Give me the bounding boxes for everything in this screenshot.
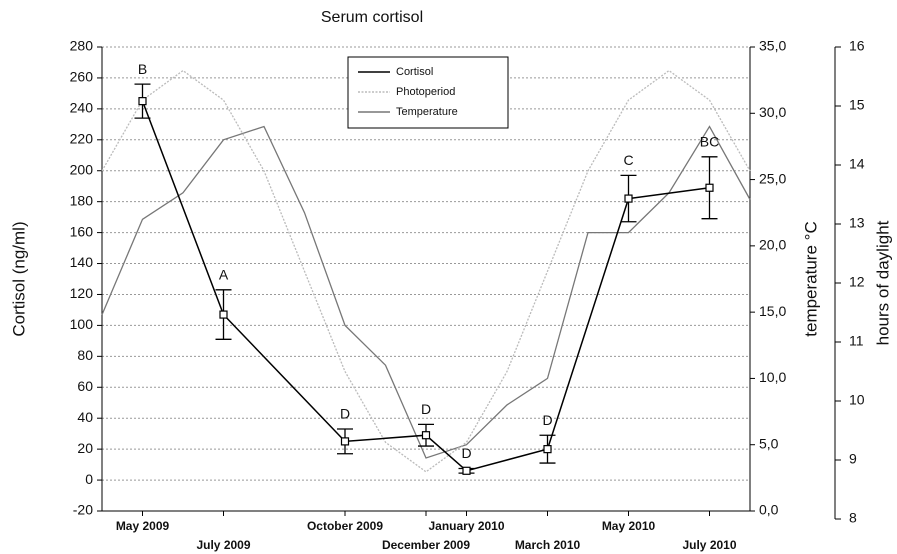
y-tick-label: 160 [70, 223, 94, 239]
y3-tick-label: 11 [849, 333, 864, 349]
y-tick-label: 180 [70, 192, 94, 208]
legend-label: Temperature [396, 106, 458, 118]
group-letter: A [219, 267, 229, 283]
y-tick-label: 80 [77, 347, 93, 363]
y-tick-label: 220 [70, 131, 94, 147]
group-letter: D [421, 401, 431, 417]
legend-label: Photoperiod [396, 86, 455, 98]
y-tick-label: 280 [70, 38, 94, 54]
y3-tick-label: 15 [849, 97, 865, 113]
y-tick-label: 140 [70, 254, 94, 270]
y-tick-label: 120 [70, 285, 94, 301]
y-tick-label: 60 [77, 378, 93, 394]
data-point [138, 97, 147, 106]
x-tick-label: July 2009 [196, 538, 250, 552]
legend-box [347, 56, 509, 129]
y2-axis-title: temperature °C [801, 221, 820, 336]
y-tick-label: 100 [70, 316, 94, 332]
y3-tick-label: 10 [849, 392, 865, 408]
y2-tick-label: 15,0 [759, 303, 786, 319]
legend-label: Cortisol [396, 66, 433, 78]
x-tick-label: May 2009 [116, 519, 170, 533]
series-line [141, 100, 710, 472]
group-letter: B [138, 61, 147, 77]
data-point [705, 183, 714, 192]
y2-tick-label: 30,0 [759, 104, 786, 120]
x-tick-label: October 2009 [307, 519, 383, 533]
y3-tick-label: 13 [849, 215, 865, 231]
y-tick-label: 40 [77, 409, 93, 425]
x-tick-label: May 2010 [602, 519, 656, 533]
data-point [421, 431, 431, 440]
series-line [101, 125, 751, 459]
y-tick-label: -20 [73, 502, 93, 518]
group-letter: D [340, 406, 350, 422]
data-point [219, 310, 228, 319]
x-tick-label: December 2009 [382, 538, 470, 552]
y-tick-label: 240 [70, 100, 94, 116]
group-letter: BC [700, 134, 719, 150]
data-point [543, 445, 552, 454]
y3-tick-label: 12 [849, 274, 865, 290]
group-letter: C [623, 152, 633, 168]
group-letter: D [461, 445, 471, 461]
y3-tick-label: 14 [849, 156, 865, 172]
y-tick-label: 20 [77, 440, 93, 456]
series-line [101, 69, 751, 473]
y2-tick-label: 20,0 [759, 237, 786, 253]
x-tick-label: January 2010 [428, 519, 504, 533]
y3-tick-label: 8 [849, 510, 857, 526]
y2-tick-label: 0,0 [759, 502, 779, 518]
y2-tick-label: 10,0 [759, 369, 786, 385]
y-tick-label: 260 [70, 69, 94, 85]
group-letter: D [542, 412, 552, 428]
data-point [340, 437, 350, 446]
y-tick-label: 0 [85, 471, 93, 487]
y2-tick-label: 35,0 [759, 38, 786, 54]
chart-title: Serum cortisol [321, 9, 423, 26]
x-tick-label: July 2010 [682, 538, 736, 552]
y3-axis-title: hours of daylight [873, 220, 892, 345]
y3-tick-label: 16 [849, 38, 865, 54]
y-tick-label: 200 [70, 161, 94, 177]
y2-tick-label: 5,0 [759, 435, 779, 451]
y2-tick-label: 25,0 [759, 170, 786, 186]
y3-tick-label: 9 [849, 451, 857, 467]
data-point [624, 194, 633, 203]
data-point [462, 466, 471, 475]
x-tick-label: March 2010 [515, 538, 581, 552]
y-axis-title: Cortisol (ng/ml) [9, 221, 28, 336]
